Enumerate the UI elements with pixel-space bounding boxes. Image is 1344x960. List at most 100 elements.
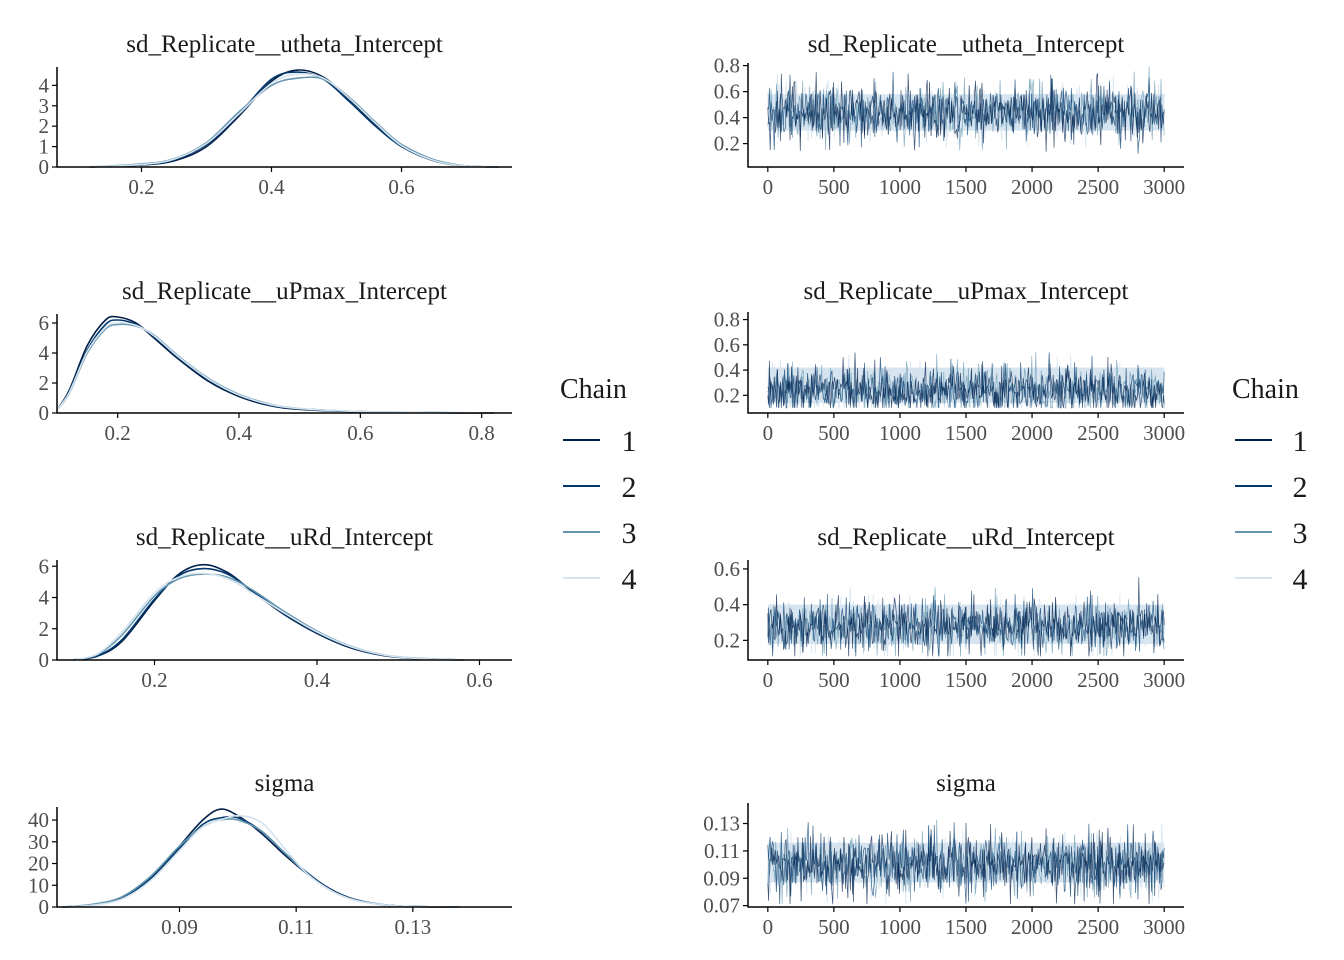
y-tick-label: 0.4	[714, 593, 741, 617]
y-tick-label: 0.2	[714, 628, 740, 652]
density-line-chain-4	[73, 572, 464, 661]
trace-line-chain-1	[767, 352, 1165, 409]
y-tick-label: 0.2	[714, 383, 740, 407]
x-tick-label: 500	[818, 668, 850, 692]
y-tick-label: 0.6	[714, 557, 740, 581]
legend-title: Chain	[1232, 374, 1299, 405]
x-tick-label: 0.13	[394, 915, 431, 939]
legend-2: Chain 1 2 3 4	[1232, 374, 1308, 596]
legend-1: Chain 1 2 3 4	[560, 374, 637, 596]
density-line-chain-3	[73, 573, 464, 661]
y-tick-label: 0	[39, 155, 50, 179]
x-tick-label: 0.2	[128, 175, 154, 199]
x-tick-label: 0.6	[388, 175, 414, 199]
x-tick-label: 0.09	[161, 915, 198, 939]
x-tick-label: 1500	[945, 915, 987, 939]
y-tick-label: 0.09	[703, 866, 740, 890]
x-tick-label: 0.6	[466, 668, 492, 692]
x-tick-label: 1000	[879, 668, 921, 692]
y-tick-label: 30	[28, 830, 49, 854]
density-line-chain-2	[73, 567, 464, 661]
legend-label-chain-1: 1	[622, 425, 637, 458]
density-line-chain-2	[89, 71, 500, 168]
legend-label-chain-3: 3	[622, 517, 637, 550]
y-tick-label: 10	[28, 873, 49, 897]
x-tick-label: 2500	[1077, 175, 1119, 199]
x-tick-label: 0.6	[347, 421, 373, 445]
density-line-chain-4	[89, 73, 500, 168]
x-tick-label: 2000	[1011, 175, 1053, 199]
trace-line-chain-1	[767, 72, 1165, 152]
density-panel-0: sd_Replicate__utheta_Intercept 0.2 0.4 0.6 0…	[39, 31, 512, 199]
panel-title: sd_Replicate__uPmax_Intercept	[122, 278, 447, 305]
trace-panel-3: sd_Replicate__uPmax_Intercept 0 500 1000 150…	[714, 278, 1185, 445]
x-tick-label: 1000	[879, 175, 921, 199]
x-tick-label: 0.2	[105, 421, 131, 445]
x-tick-label: 0.8	[469, 421, 495, 445]
panel-title: sigma	[255, 770, 315, 797]
x-tick-label: 0.2	[141, 668, 167, 692]
x-tick-label: 0	[763, 915, 774, 939]
y-tick-label: 0	[39, 401, 50, 425]
density-line-chain-1	[56, 315, 494, 414]
density-line-chain-1	[62, 808, 460, 908]
y-tick-label: 0.07	[703, 894, 740, 918]
y-tick-label: 20	[28, 852, 49, 876]
x-tick-label: 0.4	[258, 175, 285, 199]
y-tick-label: 0.4	[714, 106, 741, 130]
x-tick-label: 0.4	[304, 668, 331, 692]
x-tick-label: 1500	[945, 421, 987, 445]
y-tick-label: 0.2	[714, 132, 740, 156]
x-tick-label: 500	[818, 915, 850, 939]
trace-panel-5: sd_Replicate__uRd_Intercept 0 500 1000 1500 2…	[714, 524, 1185, 692]
x-tick-label: 0.11	[278, 915, 314, 939]
density-line-chain-1	[89, 69, 500, 168]
x-tick-label: 0	[763, 421, 774, 445]
x-tick-label: 0	[763, 668, 774, 692]
panel-title: sd_Replicate__uRd_Intercept	[817, 524, 1114, 551]
trace-panel-7: sigma 0 500 1000 1500 2000 2500 3000 0.07 0.09 0.1…	[703, 770, 1185, 939]
legend-label-chain-4: 4	[622, 563, 637, 596]
density-line-chain-3	[56, 323, 494, 414]
y-tick-label: 4	[39, 586, 50, 610]
y-tick-label: 0.8	[714, 54, 740, 78]
y-tick-label: 2	[39, 371, 50, 395]
x-tick-label: 2500	[1077, 668, 1119, 692]
density-panel-4: sd_Replicate__uRd_Intercept 0.2 0.4 0.6 0 2 4 6	[39, 524, 512, 692]
x-tick-label: 1000	[879, 421, 921, 445]
x-tick-label: 3000	[1143, 421, 1185, 445]
y-tick-label: 0.13	[703, 812, 740, 836]
legend-label-chain-3: 3	[1293, 517, 1308, 550]
density-line-chain-4	[62, 814, 460, 908]
x-tick-label: 1500	[945, 175, 987, 199]
x-tick-label: 3000	[1143, 175, 1185, 199]
panel-title: sd_Replicate__utheta_Intercept	[808, 31, 1125, 58]
trace-line-chain-3	[767, 351, 1165, 410]
y-tick-label: 0.6	[714, 80, 740, 104]
x-tick-label: 3000	[1143, 668, 1185, 692]
trace-line-chain-1	[767, 822, 1165, 905]
panel-title: sd_Replicate__utheta_Intercept	[126, 31, 443, 58]
x-tick-label: 1500	[945, 668, 987, 692]
y-tick-label: 3	[39, 94, 50, 118]
x-tick-label: 2000	[1011, 421, 1053, 445]
y-tick-label: 6	[39, 311, 50, 335]
density-line-chain-1	[73, 563, 464, 661]
x-tick-label: 3000	[1143, 915, 1185, 939]
y-tick-label: 1	[39, 135, 50, 159]
y-tick-label: 4	[39, 341, 50, 365]
y-tick-label: 4	[39, 73, 50, 97]
y-tick-label: 40	[28, 808, 49, 832]
x-tick-label: 2500	[1077, 915, 1119, 939]
legend-label-chain-1: 1	[1293, 425, 1308, 458]
panel-title: sd_Replicate__uPmax_Intercept	[804, 278, 1129, 305]
density-panel-2: sd_Replicate__uPmax_Intercept 0.2 0.4 0.6 0.…	[39, 278, 512, 445]
density-line-chain-4	[56, 322, 494, 414]
x-tick-label: 0.4	[226, 421, 253, 445]
y-tick-label: 0.6	[714, 333, 740, 357]
x-tick-label: 500	[818, 421, 850, 445]
y-tick-label: 2	[39, 617, 50, 641]
y-tick-label: 2	[39, 114, 50, 138]
trace-panel-1: sd_Replicate__utheta_Intercept 0 500 1000 15…	[714, 31, 1185, 199]
